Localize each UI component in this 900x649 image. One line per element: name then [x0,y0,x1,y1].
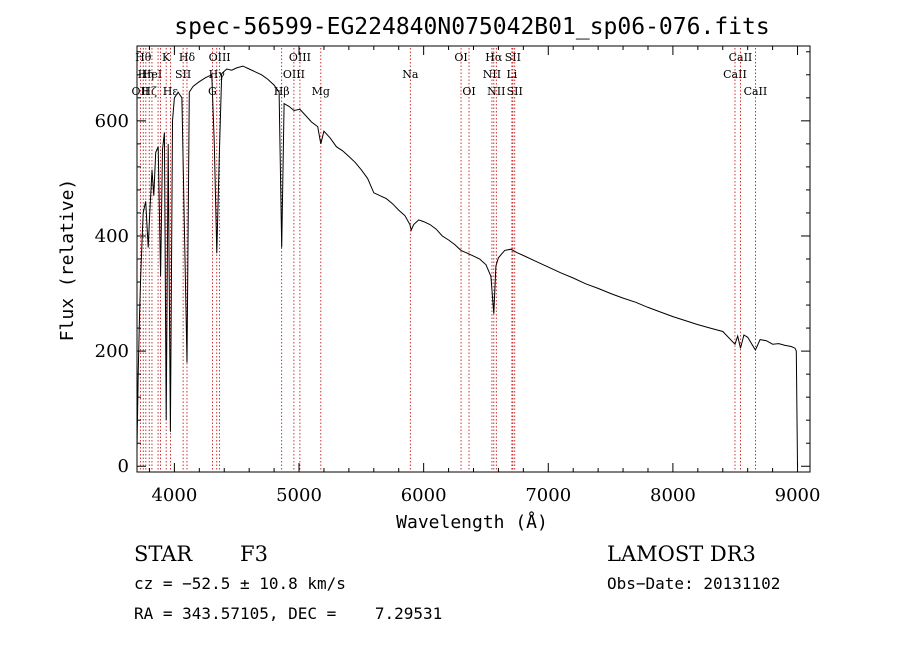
redshift-info: cz = −52.5 ± 10.8 km/s [134,574,346,593]
x-tick-label: 6000 [401,485,447,506]
line-marker-label: SII [507,85,523,98]
line-marker-label: Mg [312,85,330,98]
plot-frame [136,45,811,473]
line-marker-label: Hθ [135,51,152,64]
axis-ticks: 4000 5000 6000 7000 8000 9000 0 200 400 600 [95,46,821,506]
x-axis-label: Wavelength (Å) [396,511,548,533]
line-marker-label: NII [483,68,501,81]
line-marker-label: OII [132,85,150,98]
line-marker-label: Hγ [209,68,226,81]
line-marker-label: Na [402,68,419,81]
x-tick-label: 8000 [650,485,696,506]
line-marker-label: CaII [723,68,747,81]
survey-name: LAMOST DR3 [607,542,756,566]
line-marker-label: OIII [289,51,311,64]
object-class: STAR [134,542,193,566]
line-marker-label: CaII [729,51,753,64]
y-tick-label: 600 [95,111,129,132]
line-marker-label: Hα [485,51,503,64]
line-marker-label: OI [462,85,475,98]
line-marker-label: OI [454,51,467,64]
line-marker-label: SII [505,51,521,64]
line-marker-label: Hδ [179,51,196,64]
line-marker-label: Hζ [141,85,157,98]
line-markers: OIIHθHηHζHeIKHεHδSIIGHγOIIIHβOIIIOIIIMgN… [132,48,768,472]
coordinates: RA = 343.57105, DEC = 7.29531 [134,604,442,623]
subclass: F3 [240,542,268,566]
line-marker-label: HeI [142,68,162,81]
spectrum-line [136,65,798,467]
y-tick-label: 400 [95,226,129,247]
line-marker-label: Hβ [274,85,290,98]
obs-date: Obs−Date: 20131102 [607,574,780,593]
line-marker-label: CaII [744,85,768,98]
chart-title: spec-56599-EG224840N075042B01_sp06-076.f… [174,14,769,40]
y-tick-label: 0 [118,456,129,477]
y-tick-label: 200 [95,341,129,362]
x-tick-label: 5000 [276,485,322,506]
line-marker-label: Hη [138,68,154,81]
x-tick-label: 7000 [525,485,571,506]
line-marker-label: OIII [209,51,231,64]
x-tick-label: 9000 [775,485,821,506]
line-marker-label: SII [175,68,191,81]
line-marker-label: NII [487,85,505,98]
line-marker-label: OIII [283,68,305,81]
line-marker-label: K [162,51,171,64]
y-axis-label: Flux (relative) [57,179,78,342]
x-tick-label: 4000 [151,485,197,506]
line-marker-label: Hε [163,85,179,98]
line-marker-label: Li [506,68,517,81]
